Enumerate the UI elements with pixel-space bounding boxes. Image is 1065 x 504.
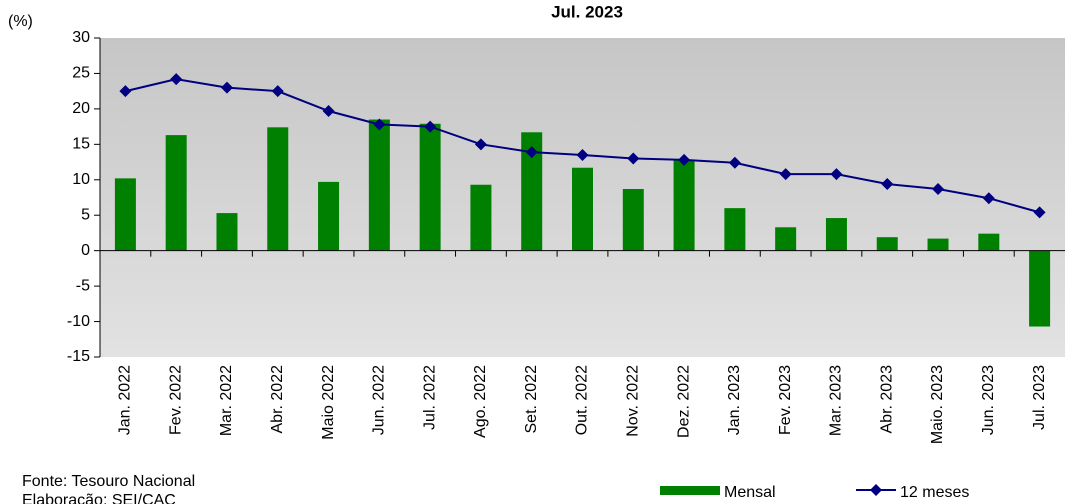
marker <box>474 138 487 151</box>
x-tick-label: Dez. 2022 <box>675 365 692 438</box>
marker <box>322 105 335 118</box>
marker <box>830 168 843 181</box>
x-tick-label: Out. 2022 <box>574 365 591 435</box>
bar <box>673 159 695 251</box>
x-tick-label: Jan. 2022 <box>117 365 134 435</box>
bar <box>165 135 187 251</box>
x-tick-label: Mar. 2022 <box>218 365 235 436</box>
bar <box>724 208 746 251</box>
y-tick-label: 10 <box>72 171 90 188</box>
bar <box>622 188 644 251</box>
marker <box>576 148 589 161</box>
x-tick-label: Ago. 2022 <box>472 365 489 438</box>
marker <box>1033 206 1046 219</box>
legend-swatch <box>870 484 882 496</box>
bar <box>825 218 847 251</box>
bar <box>521 132 543 251</box>
bar <box>927 238 949 251</box>
x-tick-label: Abr. 2023 <box>878 365 895 434</box>
x-tick-label: Maio 2022 <box>320 365 337 440</box>
x-tick-label: Jan. 2023 <box>726 365 743 435</box>
y-tick-label: 5 <box>81 206 90 223</box>
marker <box>678 153 691 166</box>
y-tick-label: -15 <box>67 348 90 365</box>
bar <box>114 178 136 251</box>
x-tick-label: Jun. 2022 <box>371 365 388 435</box>
x-tick-label: Mar. 2023 <box>828 365 845 436</box>
marker <box>779 168 792 181</box>
bar <box>419 123 441 251</box>
y-tick-label: 20 <box>72 100 90 117</box>
bar <box>470 184 492 251</box>
y-tick-label: 30 <box>72 29 90 46</box>
bar <box>216 213 238 251</box>
x-tick-label: Nov. 2022 <box>625 365 642 437</box>
chart-title: Jul. 2023 <box>551 2 623 21</box>
x-tick-label: Jul. 2023 <box>1031 365 1048 430</box>
bar <box>572 167 593 251</box>
x-tick-label: Maio. 2023 <box>929 365 946 444</box>
source: Fonte: Tesouro Nacional <box>22 473 195 490</box>
bar <box>318 181 340 251</box>
y-tick-label: -10 <box>67 313 90 330</box>
y-tick-label: 0 <box>81 242 90 259</box>
marker <box>728 156 741 169</box>
marker <box>373 118 386 131</box>
marker <box>119 85 132 98</box>
legend-swatch <box>660 486 720 495</box>
bar <box>1029 250 1051 327</box>
x-tick-label: Jun. 2023 <box>980 365 997 435</box>
x-tick-label: Jul. 2022 <box>421 365 438 430</box>
bar <box>775 227 797 251</box>
y-tick-label: 25 <box>72 65 90 82</box>
marker <box>881 178 894 191</box>
marker <box>627 152 640 165</box>
marker <box>932 182 945 195</box>
x-tick-label: Set. 2022 <box>523 365 540 434</box>
credit: Elaboração: SEI/CAC <box>22 492 176 504</box>
y-axis-label: (%) <box>8 13 33 30</box>
marker <box>220 81 233 94</box>
legend-label: 12 meses <box>900 484 969 501</box>
x-tick-label: Fev. 2023 <box>777 365 794 435</box>
marker <box>170 73 183 86</box>
marker <box>271 85 284 98</box>
bar <box>267 127 289 251</box>
y-tick-label: -5 <box>76 277 90 294</box>
marker <box>982 192 995 205</box>
bar <box>978 233 1000 251</box>
marker <box>525 146 538 159</box>
marker <box>424 120 437 133</box>
x-tick-label: Fev. 2022 <box>167 365 184 435</box>
y-tick-label: 15 <box>72 136 90 153</box>
bar <box>876 237 898 251</box>
bar <box>368 119 390 251</box>
x-tick-label: Abr. 2022 <box>269 365 286 434</box>
legend-label: Mensal <box>724 484 776 501</box>
